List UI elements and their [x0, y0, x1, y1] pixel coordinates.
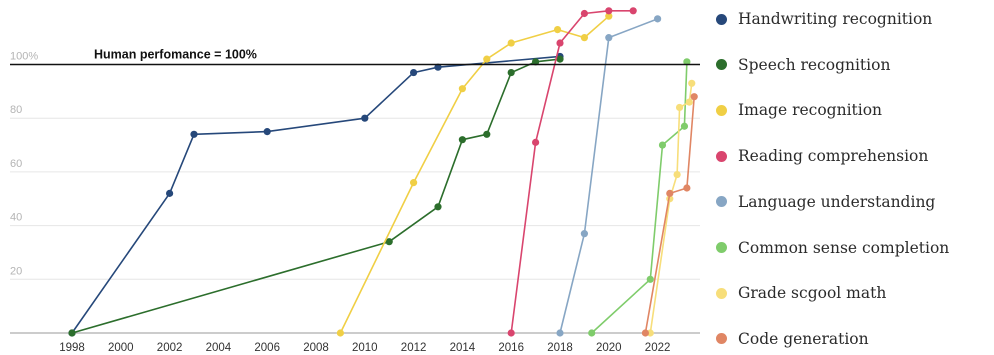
- data-point: [508, 69, 515, 76]
- data-point: [666, 190, 673, 197]
- y-tick-label: 80: [10, 104, 22, 116]
- y-tick-label: 40: [10, 212, 22, 224]
- legend-swatch: [716, 333, 727, 344]
- legend-swatch: [716, 105, 727, 116]
- data-point: [459, 136, 466, 143]
- data-point: [581, 230, 588, 237]
- data-point: [605, 34, 612, 41]
- series-language-understanding: [556, 15, 661, 336]
- x-tick-label: 2008: [303, 342, 329, 354]
- legend-item-handwriting-recognition: Handwriting recognition: [712, 7, 932, 31]
- x-axis-ticks: 1998 2000 2002 2004 2006 2008 2010 2012 2014 2016…: [59, 342, 670, 354]
- y-tick-label: 60: [10, 158, 22, 170]
- legend-label: Common sense completion: [738, 239, 949, 257]
- legend-label: Code generation: [738, 330, 869, 348]
- x-tick-label: 2010: [352, 342, 378, 354]
- data-point: [68, 329, 75, 336]
- data-point: [588, 329, 595, 336]
- data-point: [410, 179, 417, 186]
- data-point: [532, 139, 539, 146]
- series-handwriting-recognition: [68, 53, 563, 337]
- data-point: [654, 15, 661, 22]
- legend-swatch: [716, 242, 727, 253]
- data-point: [647, 276, 654, 283]
- data-point: [264, 128, 271, 135]
- data-point: [642, 329, 649, 336]
- x-tick-label: 2022: [645, 342, 671, 354]
- data-point: [483, 131, 490, 138]
- data-point: [581, 34, 588, 41]
- legend-swatch: [716, 288, 727, 299]
- data-point: [630, 7, 637, 14]
- series-line: [72, 56, 560, 333]
- x-tick-label: 1998: [59, 342, 85, 354]
- data-point: [681, 123, 688, 130]
- series-speech-recognition: [68, 56, 563, 337]
- legend-label: Speech recognition: [738, 56, 890, 74]
- data-point: [508, 39, 515, 46]
- legend-label: Image recognition: [738, 101, 882, 119]
- x-tick-label: 2002: [157, 342, 183, 354]
- data-point: [683, 184, 690, 191]
- data-point: [361, 115, 368, 122]
- x-tick-label: 2012: [401, 342, 427, 354]
- legend-item-language-understanding: Language understanding: [712, 190, 935, 214]
- series-code-generation: [642, 93, 698, 336]
- legend-item-grade-scgool-math: Grade scgool math: [712, 281, 886, 305]
- data-point: [605, 7, 612, 14]
- legend-swatch: [716, 151, 727, 162]
- legend-label: Grade scgool math: [738, 284, 886, 302]
- series-line: [645, 97, 694, 333]
- legend-item-reading-comprehension: Reading comprehension: [712, 144, 928, 168]
- data-point: [483, 56, 490, 63]
- line-chart: 100% 80 60 40 20 1998 2000 2002 2004 2006 2008 201…: [0, 0, 710, 355]
- data-point: [556, 329, 563, 336]
- legend: Handwriting recognition Speech recognitio…: [712, 0, 994, 355]
- data-point: [508, 329, 515, 336]
- data-point: [676, 104, 683, 111]
- data-point: [459, 85, 466, 92]
- y-axis-ticks: 100% 80 60 40 20: [10, 51, 38, 278]
- legend-item-common-sense-completion: Common sense completion: [712, 236, 949, 260]
- grid-lines: [10, 118, 700, 333]
- data-point: [674, 171, 681, 178]
- x-tick-label: 2018: [547, 342, 573, 354]
- data-point: [190, 131, 197, 138]
- legend-swatch: [716, 14, 727, 25]
- legend-swatch: [716, 59, 727, 70]
- data-point: [554, 26, 561, 33]
- data-point: [410, 69, 417, 76]
- legend-label: Language understanding: [738, 193, 935, 211]
- x-tick-label: 2000: [108, 342, 134, 354]
- data-point: [166, 190, 173, 197]
- legend-label: Reading comprehension: [738, 147, 928, 165]
- data-point: [556, 39, 563, 46]
- legend-item-speech-recognition: Speech recognition: [712, 53, 890, 77]
- x-tick-label: 2004: [206, 342, 232, 354]
- x-tick-label: 2014: [450, 342, 476, 354]
- y-tick-label: 100%: [10, 51, 38, 63]
- data-point: [688, 80, 695, 87]
- x-tick-label: 2020: [596, 342, 622, 354]
- series-common-sense-completion: [588, 58, 690, 336]
- data-point: [686, 98, 693, 105]
- human-performance-label: Human perfomance = 100%: [94, 48, 257, 62]
- legend-swatch: [716, 196, 727, 207]
- data-point: [691, 93, 698, 100]
- legend-item-image-recognition: Image recognition: [712, 98, 882, 122]
- data-point: [434, 203, 441, 210]
- legend-item-code-generation: Code generation: [712, 327, 869, 351]
- x-tick-label: 2006: [254, 342, 280, 354]
- series-line: [72, 59, 560, 333]
- data-point: [581, 10, 588, 17]
- data-point: [337, 329, 344, 336]
- data-point: [659, 141, 666, 148]
- x-tick-label: 2016: [498, 342, 524, 354]
- legend-label: Handwriting recognition: [738, 10, 932, 28]
- reference-line-group: Human perfomance = 100%: [10, 48, 700, 65]
- y-tick-label: 20: [10, 265, 22, 277]
